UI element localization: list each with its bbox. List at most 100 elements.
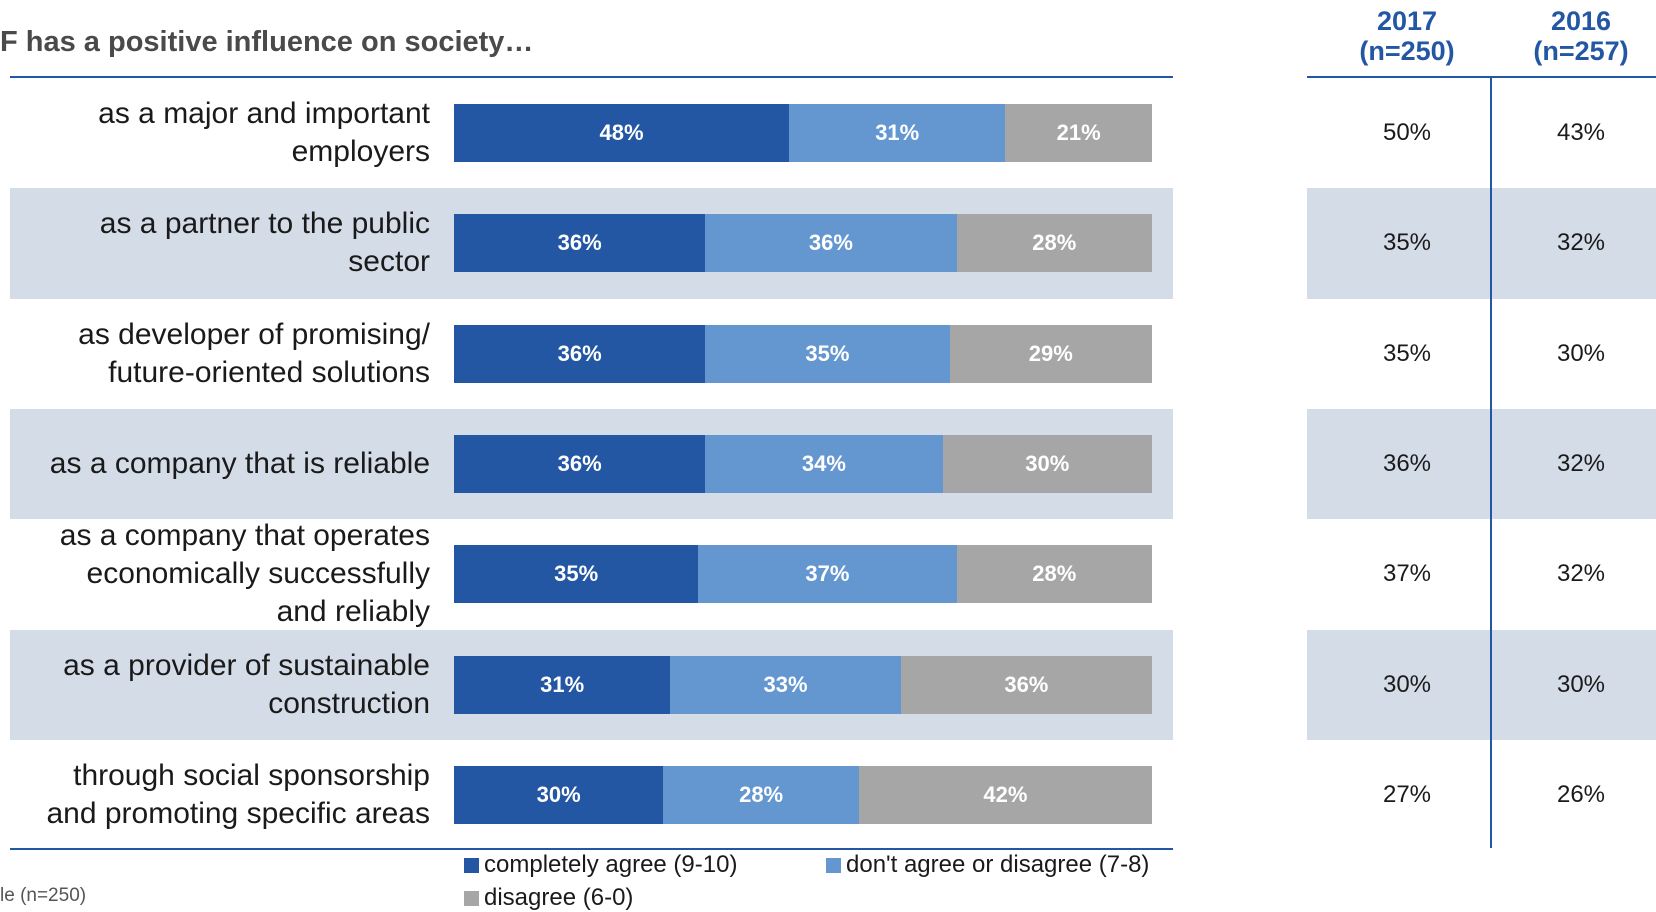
row-band bbox=[1307, 629, 1656, 740]
table-cell-2017: 27% bbox=[1382, 780, 1432, 808]
top-rule-right bbox=[1307, 76, 1656, 78]
table-cell-2016: 43% bbox=[1556, 119, 1606, 147]
data-label: 36% bbox=[557, 451, 602, 477]
data-label: 30% bbox=[536, 781, 581, 807]
bar-segment-completely-agree: 36% bbox=[454, 435, 706, 494]
table-cell-2017: 30% bbox=[1382, 670, 1432, 698]
row-label-line: sector bbox=[348, 245, 430, 279]
table-cell-2017: 35% bbox=[1382, 229, 1432, 257]
data-label: 29% bbox=[1028, 340, 1073, 366]
row-label: as a company that is reliable bbox=[50, 445, 430, 483]
row-label-line: as a company that operates bbox=[59, 519, 430, 553]
row-label: as a partner to the public sector bbox=[100, 205, 430, 281]
row-label-line: economically successfully bbox=[86, 557, 430, 591]
bar-segment-completely-agree: 48% bbox=[454, 104, 790, 163]
bar-segment-completely-agree: 31% bbox=[454, 655, 671, 714]
legend-item-completely-agree: completely agree (9-10) bbox=[464, 851, 737, 879]
table-cell-2016: 30% bbox=[1556, 339, 1606, 367]
table-cell-2017: 50% bbox=[1382, 119, 1432, 147]
footnote: le (n=250) bbox=[0, 885, 87, 906]
table-cell-2017: 36% bbox=[1382, 450, 1432, 478]
column-sample-size: (n=257) bbox=[1533, 36, 1629, 66]
table-cell-2016: 32% bbox=[1556, 229, 1606, 257]
table-cell-2016: 32% bbox=[1556, 450, 1606, 478]
data-label: 36% bbox=[557, 230, 602, 256]
data-label: 30% bbox=[1025, 451, 1070, 477]
data-label: 35% bbox=[554, 561, 599, 587]
table-cell-2017: 35% bbox=[1382, 339, 1432, 367]
row-label-line: as a major and important bbox=[98, 97, 430, 131]
bottom-rule bbox=[10, 848, 1173, 850]
bar-segment-neutral: 37% bbox=[698, 545, 957, 604]
bar-segment-disagree: 28% bbox=[956, 545, 1152, 604]
bar-segment-disagree: 28% bbox=[956, 214, 1152, 273]
chart-title: F has a positive influence on society… bbox=[0, 26, 534, 58]
data-label: 31% bbox=[540, 671, 585, 697]
bar-segment-neutral: 36% bbox=[705, 214, 957, 273]
table-cell-2017: 37% bbox=[1382, 560, 1432, 588]
bar-segment-neutral: 35% bbox=[705, 324, 950, 383]
table-cell-2016: 26% bbox=[1556, 780, 1606, 808]
bar-segment-neutral: 33% bbox=[670, 655, 901, 714]
legend-swatch bbox=[826, 857, 841, 873]
data-label: 31% bbox=[875, 120, 920, 146]
legend-swatch bbox=[464, 857, 479, 873]
bar-segment-disagree: 29% bbox=[949, 324, 1152, 383]
row-label-line: as a company that is reliable bbox=[49, 447, 430, 481]
data-label: 33% bbox=[763, 671, 808, 697]
bar-segment-disagree: 30% bbox=[942, 435, 1152, 494]
bar-segment-neutral: 28% bbox=[663, 765, 859, 824]
row-label-line: employers bbox=[291, 135, 430, 169]
bar-segment-disagree: 21% bbox=[1005, 104, 1152, 163]
data-label: 37% bbox=[805, 561, 850, 587]
row-label: through social sponsorship and promoting … bbox=[46, 757, 430, 833]
legend-label: completely agree (9-10) bbox=[484, 851, 738, 878]
data-label: 28% bbox=[739, 781, 784, 807]
data-label: 21% bbox=[1056, 120, 1101, 146]
legend-label: disagree (6-0) bbox=[484, 884, 634, 911]
table-divider bbox=[1490, 78, 1492, 848]
row-band bbox=[1307, 408, 1656, 520]
column-year: 2017 bbox=[1376, 6, 1438, 36]
row-label: as a major and important employers bbox=[98, 95, 430, 171]
top-rule-left bbox=[10, 76, 1173, 78]
row-label-line: as a provider of sustainable bbox=[63, 648, 430, 682]
row-label-line: as developer of promising/ bbox=[78, 317, 430, 351]
data-label: 36% bbox=[808, 230, 853, 256]
bar-segment-completely-agree: 36% bbox=[454, 214, 706, 273]
row-label: as a company that operates economically s… bbox=[60, 517, 430, 631]
data-label: 34% bbox=[801, 451, 846, 477]
column-header-2017: 2017 (n=250) bbox=[1322, 6, 1492, 66]
bar-segment-completely-agree: 36% bbox=[454, 324, 706, 383]
bar-segment-neutral: 34% bbox=[705, 435, 943, 494]
legend-label: don't agree or disagree (7-8) bbox=[846, 851, 1150, 878]
row-band bbox=[1307, 188, 1656, 299]
data-label: 42% bbox=[983, 781, 1028, 807]
column-header-2016: 2016 (n=257) bbox=[1496, 6, 1656, 66]
row-label-line: construction bbox=[268, 686, 430, 720]
bar-segment-completely-agree: 35% bbox=[454, 545, 699, 604]
bar-segment-neutral: 31% bbox=[789, 104, 1006, 163]
legend-swatch bbox=[464, 890, 479, 906]
column-sample-size: (n=250) bbox=[1359, 36, 1455, 66]
row-label: as a provider of sustainable construction bbox=[63, 647, 430, 723]
data-label: 48% bbox=[599, 120, 644, 146]
row-label-line: and promoting specific areas bbox=[46, 796, 430, 830]
data-label: 36% bbox=[557, 340, 602, 366]
table-cell-2016: 32% bbox=[1556, 560, 1606, 588]
data-label: 36% bbox=[1004, 671, 1049, 697]
data-label: 28% bbox=[1032, 561, 1077, 587]
legend-item-neutral: don't agree or disagree (7-8) bbox=[826, 851, 1149, 879]
bar-segment-disagree: 42% bbox=[858, 765, 1152, 824]
bar-segment-disagree: 36% bbox=[900, 655, 1152, 714]
row-label-line: as a partner to the public bbox=[99, 207, 430, 241]
row-label-line: and reliably bbox=[276, 595, 430, 629]
table-cell-2016: 30% bbox=[1556, 670, 1606, 698]
row-label-line: through social sponsorship bbox=[73, 758, 430, 792]
data-label: 28% bbox=[1032, 230, 1077, 256]
data-label: 35% bbox=[805, 340, 850, 366]
row-label: as developer of promising/future-oriente… bbox=[78, 316, 430, 392]
legend-item-disagree: disagree (6-0) bbox=[464, 884, 633, 912]
bar-segment-completely-agree: 30% bbox=[454, 765, 664, 824]
row-label-line: future-oriented solutions bbox=[108, 355, 430, 389]
